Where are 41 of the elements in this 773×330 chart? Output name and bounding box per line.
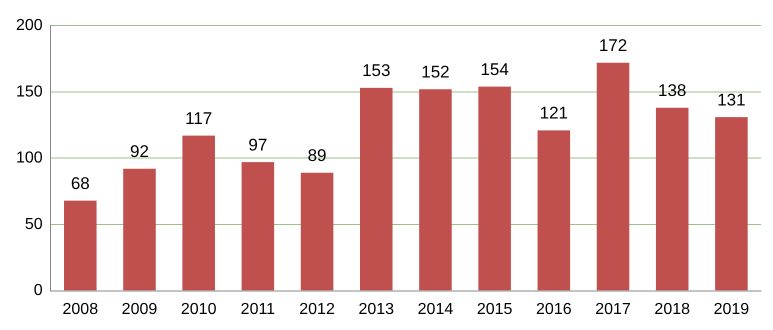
bar — [656, 108, 688, 290]
x-tick-label: 2017 — [595, 300, 631, 318]
bar — [64, 200, 97, 290]
data-label: 153 — [362, 61, 390, 80]
x-tick-label: 2009 — [122, 300, 158, 318]
data-label: 89 — [308, 146, 327, 165]
bar — [596, 62, 630, 290]
x-tick-label: 2010 — [180, 300, 217, 318]
x-tick-label: 2016 — [536, 300, 572, 318]
data-label: 152 — [421, 62, 450, 82]
y-tick-label: 0 — [34, 282, 43, 300]
x-tick-label: 2018 — [654, 300, 690, 318]
data-label: 154 — [480, 60, 509, 79]
x-tick-label: 2008 — [62, 300, 98, 318]
bar — [538, 130, 570, 290]
bar — [715, 117, 748, 290]
data-label: 92 — [130, 142, 149, 161]
x-tick-label: 2011 — [240, 300, 276, 318]
y-tick-label: 200 — [16, 17, 43, 34]
x-tick-label: 2012 — [299, 300, 335, 318]
x-tick-label: 2015 — [476, 300, 513, 318]
y-tick-label: 150 — [16, 83, 43, 100]
x-tick-label: 2013 — [358, 300, 394, 318]
bar — [300, 172, 334, 290]
data-label: 68 — [70, 174, 90, 193]
data-label: 97 — [248, 135, 268, 154]
bar — [242, 162, 274, 290]
y-tick-label: 50 — [24, 216, 43, 233]
x-tick-label: 2019 — [714, 300, 750, 318]
data-label: 121 — [540, 104, 568, 123]
data-label: 117 — [185, 108, 212, 128]
bar — [478, 86, 511, 290]
x-tick-label: 2014 — [418, 300, 454, 318]
bar — [360, 88, 393, 290]
data-label: 131 — [717, 90, 746, 110]
bar — [123, 168, 156, 290]
data-label: 172 — [598, 36, 628, 55]
bar — [182, 136, 215, 290]
bar — [419, 89, 452, 290]
y-tick-label: 100 — [16, 150, 43, 167]
data-label: 138 — [658, 81, 686, 100]
